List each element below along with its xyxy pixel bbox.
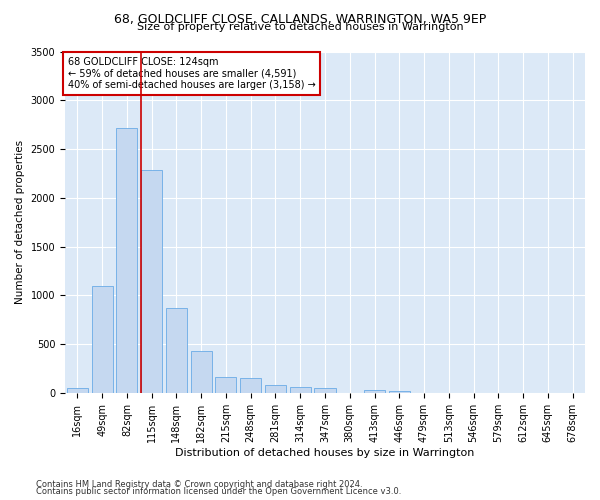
Bar [265, 385, 286, 393]
Bar [364, 390, 385, 393]
Bar [215, 377, 236, 393]
Bar [314, 388, 335, 393]
Bar [67, 388, 88, 393]
Bar [116, 128, 137, 393]
Text: Size of property relative to detached houses in Warrington: Size of property relative to detached ho… [137, 22, 463, 32]
Bar [166, 308, 187, 393]
Text: Contains public sector information licensed under the Open Government Licence v3: Contains public sector information licen… [36, 487, 401, 496]
Bar [92, 286, 113, 393]
Bar [389, 391, 410, 393]
Y-axis label: Number of detached properties: Number of detached properties [15, 140, 25, 304]
Text: Contains HM Land Registry data © Crown copyright and database right 2024.: Contains HM Land Registry data © Crown c… [36, 480, 362, 489]
Text: 68 GOLDCLIFF CLOSE: 124sqm
← 59% of detached houses are smaller (4,591)
40% of s: 68 GOLDCLIFF CLOSE: 124sqm ← 59% of deta… [68, 56, 316, 90]
Text: 68, GOLDCLIFF CLOSE, CALLANDS, WARRINGTON, WA5 9EP: 68, GOLDCLIFF CLOSE, CALLANDS, WARRINGTO… [114, 12, 486, 26]
Bar [191, 351, 212, 393]
X-axis label: Distribution of detached houses by size in Warrington: Distribution of detached houses by size … [175, 448, 475, 458]
Bar [141, 170, 162, 393]
Bar [240, 378, 261, 393]
Bar [290, 387, 311, 393]
